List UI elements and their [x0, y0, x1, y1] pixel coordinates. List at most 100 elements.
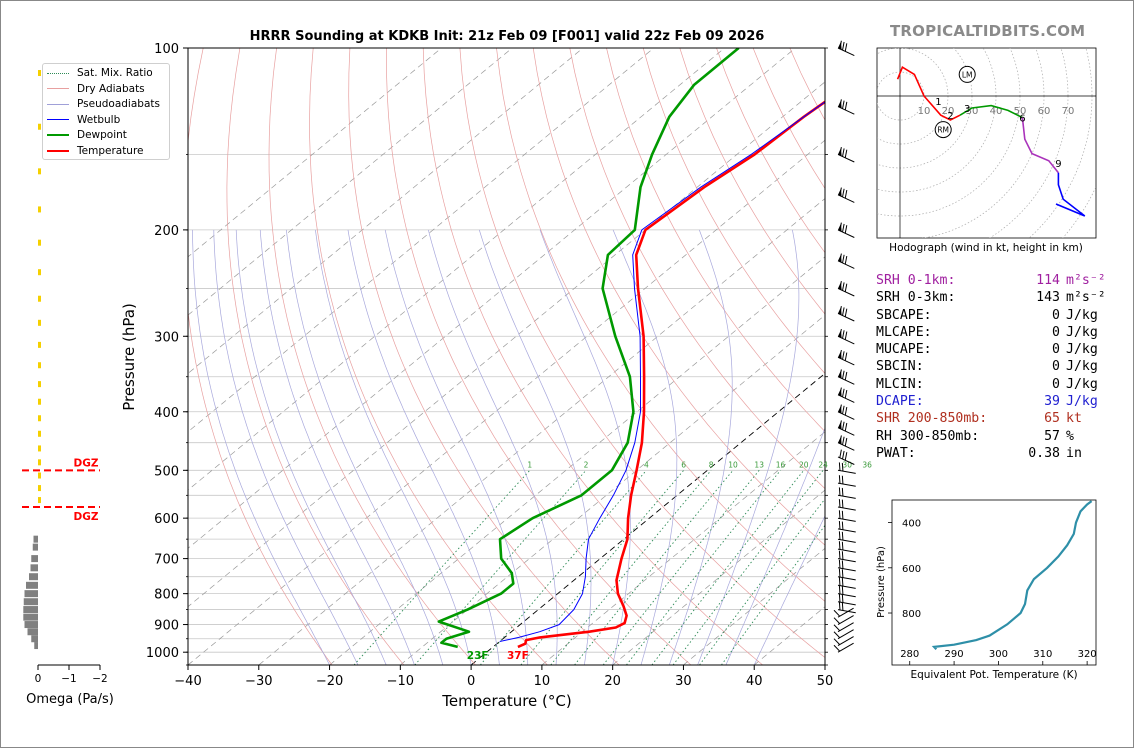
- wind-barb-feather: [842, 41, 845, 51]
- wind-barb-feather: [841, 586, 844, 595]
- wind-barb: [837, 369, 855, 385]
- omega-bar: [30, 564, 38, 572]
- isotherm-line: [541, 431, 825, 665]
- wind-barb-staff: [837, 548, 856, 553]
- wind-barb-feather: [838, 559, 841, 569]
- theta-x-tick-label: 310: [1033, 649, 1052, 660]
- wind-barb-feather: [842, 450, 845, 460]
- wind-barb: [837, 541, 856, 553]
- omega-dgz-dash: [38, 472, 41, 479]
- surface-temperature-label: 37F: [507, 650, 529, 662]
- wind-barb-feather: [844, 406, 848, 416]
- wind-barb-feather: [839, 222, 842, 231]
- omega-axis-label: Omega (Pa/s): [26, 692, 114, 707]
- wind-barb-feather: [844, 422, 848, 432]
- wind-barb-feather: [841, 487, 844, 497]
- wind-barb: [833, 642, 854, 653]
- theta-y-tick-label: 600: [902, 564, 921, 575]
- hodograph-ring-label: 70: [1062, 106, 1075, 117]
- wind-barb-feather: [833, 638, 841, 645]
- mixing-ratio-label: 10: [728, 460, 738, 469]
- theta-plot: [931, 500, 1093, 650]
- stat-srh1: SRH 0-1km: 114 m²s⁻²: [876, 273, 1106, 288]
- wind-barb-feather: [842, 254, 845, 264]
- wind-barb-feather: [844, 225, 848, 234]
- hodograph-trace: [896, 66, 961, 121]
- wind-barb-feather: [839, 449, 842, 458]
- omega-dgz-dash: [38, 206, 41, 213]
- wind-barb: [837, 420, 855, 436]
- wind-barb-staff: [837, 642, 854, 653]
- wind-barb-feather: [833, 617, 841, 624]
- wind-barb-feather: [841, 569, 844, 578]
- dry-adiabat-line: [422, 48, 763, 665]
- storm-motion-marker: [958, 65, 976, 83]
- omega-dgz-dash: [38, 168, 41, 175]
- wind-barb-feather: [842, 421, 845, 430]
- isotherm-line: [188, 48, 655, 433]
- hodograph-ring-label: 30: [966, 106, 979, 117]
- omega-dgz-dash: [38, 398, 41, 405]
- wind-barb-feather: [838, 601, 841, 610]
- mixing-ratio-line: [651, 470, 805, 665]
- omega-bar: [23, 606, 38, 614]
- wind-barb-feather: [841, 499, 844, 508]
- pseudoadiabat-line: [612, 229, 678, 665]
- omega-dgz-dash: [38, 295, 41, 302]
- wind-barb-feather: [838, 585, 841, 594]
- wind-barb: [833, 622, 854, 633]
- omega-bar: [31, 635, 38, 643]
- wind-barb-feather: [842, 188, 845, 198]
- wind-barb-feather: [841, 521, 844, 530]
- pseudoadiabat-line: [384, 229, 529, 665]
- stat-pwat: PWAT: 0.38 in: [876, 445, 1082, 461]
- x-tick-label: 40: [746, 674, 763, 689]
- wind-barb-staff: [837, 506, 856, 511]
- temperature-line: [517, 100, 825, 649]
- x-tick-label: 20: [604, 674, 621, 689]
- stat-shear: SHR 200-850mb: 65 kt: [876, 411, 1082, 427]
- wind-barb-feather: [842, 282, 845, 291]
- x-tick-label: −40: [174, 674, 201, 689]
- omega-tick-label: −2: [92, 673, 107, 685]
- wind-barb-feather: [839, 187, 842, 196]
- isotherm-line: [188, 81, 825, 608]
- wind-barb-feather: [839, 40, 842, 49]
- wind-barb-feather: [833, 609, 841, 617]
- hodograph-caption: Hodograph (wind in kt, height in km): [889, 242, 1083, 254]
- wind-barb: [833, 607, 854, 618]
- omega-dgz-dash: [38, 269, 41, 276]
- legend-label: Dewpoint: [77, 129, 127, 141]
- isotherm-line: [612, 489, 825, 665]
- wind-barb-feather: [838, 550, 841, 559]
- y-tick-label: 600: [154, 512, 179, 527]
- dry-adiabat-line: [496, 48, 825, 602]
- stat-dcape: DCAPE: 39 J/kg: [876, 394, 1098, 410]
- pseudoadiabat-line: [668, 229, 733, 665]
- theta-y-label: Pressure (hPa): [876, 546, 887, 618]
- wind-barb: [833, 615, 854, 626]
- hodograph-ring-label: 60: [1038, 106, 1051, 117]
- wind-barb-feather: [838, 462, 841, 471]
- theta-x-tick-label: 320: [1078, 649, 1097, 660]
- omega-bar: [24, 621, 38, 629]
- wind-barb-feather: [839, 404, 842, 413]
- omega-bar: [29, 573, 38, 581]
- wind-barb: [837, 499, 856, 511]
- mixing-ratio-label: 36: [862, 460, 872, 469]
- wind-barb-staff: [837, 593, 856, 598]
- legend-label: Pseudoadiabats: [77, 98, 160, 110]
- legend-item: Dry Adiabats: [47, 81, 145, 97]
- omega-dgz-dash: [38, 319, 41, 326]
- stat-srh3: SRH 0-3km: 143 m²s⁻²: [876, 290, 1106, 306]
- stat-rh: RH 300-850mb: 57%: [876, 428, 1074, 444]
- dry-adiabat-line: [606, 48, 825, 433]
- dry-adiabat-line: [188, 48, 333, 665]
- wind-barb-feather: [841, 551, 844, 560]
- omega-dgz-dash: [38, 341, 41, 348]
- wind-barb-staff: [837, 517, 856, 522]
- omega-bar: [31, 555, 38, 563]
- wind-barb-staff: [837, 538, 856, 543]
- omega-tick-label: −1: [61, 673, 76, 685]
- skewt-frame: [187, 47, 826, 666]
